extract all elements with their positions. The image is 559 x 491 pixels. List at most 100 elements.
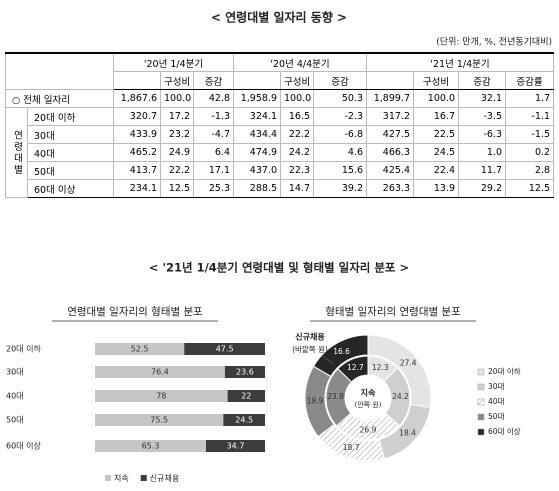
data-label: 16.6	[333, 347, 350, 356]
cell: 22.2	[160, 161, 194, 180]
cell: 263.3	[366, 179, 414, 198]
table-row: 40대 465.2 24.9 6.4 474.9 24.2 4.6 466.3 24.5 1.0 0…	[6, 143, 555, 162]
cell: 317.2	[366, 107, 414, 126]
cell: 1,867.6	[113, 89, 161, 108]
bar-segment	[184, 343, 265, 355]
ring-pointer	[321, 355, 335, 365]
data-label: 23.8	[327, 392, 344, 401]
data-label: 23.6	[236, 368, 254, 377]
donut-chart-title: 형태별 일자리의 연령대별 분포	[325, 305, 461, 318]
cell: 16.7	[413, 107, 459, 126]
data-label: 18.4	[399, 428, 416, 437]
cell: 466.3	[366, 143, 414, 162]
cell: 1.7	[504, 89, 555, 108]
value-header	[366, 71, 414, 90]
cell: 1.0	[458, 143, 506, 162]
row-label: 20대 이하	[27, 107, 114, 126]
subheader: 증감률	[504, 71, 555, 90]
category-label: 30대	[6, 368, 24, 377]
row-label: 40대	[27, 143, 114, 162]
bar-segment	[224, 366, 265, 378]
value-header	[113, 71, 161, 90]
data-label: 24.2	[392, 392, 409, 401]
cell: 29.2	[458, 179, 506, 198]
cell: 17.1	[193, 161, 234, 180]
subheader-row: 구성비 증감 구성비 증감 구성비 증감 증감률	[6, 71, 555, 90]
header-row: '20년 1/4분기 '20년 4/4분기 '21년 1/4분기	[5, 52, 555, 90]
subheader: 구성비	[280, 71, 314, 90]
table-row: 60대 이상 234.1 12.5 25.3 288.5 14.7 39.2 263.3 13.…	[6, 179, 555, 198]
donut-segment	[337, 355, 369, 383]
cell: 11.7	[458, 161, 506, 180]
bar-segment	[95, 366, 225, 378]
legend-swatch	[477, 413, 485, 421]
data-label: 47.5	[216, 345, 234, 354]
cell: 0.2	[504, 143, 555, 162]
data-label: 75.5	[150, 416, 168, 425]
cell: -6.3	[458, 125, 506, 144]
cell: 2.8	[504, 161, 555, 180]
group-header: '20년 1/4분기	[113, 52, 234, 72]
table-row: 30대 433.9 23.2 -4.7 434.4 22.2 -6.8 427.5 22.5 -6…	[6, 125, 555, 144]
data-label: 34.7	[227, 442, 245, 451]
cell: 320.7	[113, 107, 161, 126]
bar-chart-title: 연령대별 일자리의 형태별 분포	[67, 305, 203, 318]
cell: 22.5	[413, 125, 459, 144]
cell: 32.1	[458, 89, 506, 108]
cell: 425.4	[366, 161, 414, 180]
cell: 1,958.9	[233, 89, 281, 108]
data-label: 26.9	[360, 426, 377, 435]
cell: 100.0	[160, 89, 194, 108]
bar-segment	[223, 414, 265, 426]
category-label: 40대	[6, 392, 24, 401]
cell: 433.9	[113, 125, 161, 144]
group-header: '21년 1/4분기	[365, 52, 555, 72]
cell: 24.9	[160, 143, 194, 162]
legend-label: 20대 이하	[488, 366, 521, 376]
legend-label: 신규채용	[150, 473, 179, 483]
data-label: 24.5	[235, 416, 253, 425]
ring-name: 신규채용	[295, 332, 325, 342]
row-label: 50대	[27, 161, 114, 180]
legend-swatch	[477, 383, 485, 391]
data-label: 18.9	[307, 396, 324, 405]
data-label: 65.3	[142, 442, 160, 451]
section-title: < '21년 1/4분기 연령대별 및 형태별 일자리 분포 >	[149, 261, 409, 275]
table-row: 연령대별 20대 이하 320.7 17.2 -1.3 324.1 16.5 -2.3 317.…	[5, 107, 555, 198]
legend-label: 30대	[488, 382, 505, 391]
row-label: ○ 전체 일자리	[5, 89, 114, 108]
cell: 15.6	[313, 161, 367, 180]
cell: 42.8	[193, 89, 234, 108]
category-label: 20대 이하	[6, 344, 41, 354]
cell: 465.2	[113, 143, 161, 162]
data-table: '20년 1/4분기 '20년 4/4분기 '21년 1/4분기 구성비 증감 구성비 증감…	[5, 52, 555, 198]
ring-note: (안쪽 원)	[354, 400, 381, 409]
cell: -1.3	[193, 107, 234, 126]
page-title: < 연령대별 일자리 동향 >	[211, 10, 347, 25]
data-label: 12.3	[372, 363, 389, 372]
subheader: 증감	[458, 71, 506, 90]
legend-label: 지속	[114, 474, 129, 483]
cell: 1,899.7	[366, 89, 414, 108]
legend-swatch	[477, 368, 485, 376]
group-header: '20년 4/4분기	[233, 52, 367, 72]
cell: 100.0	[280, 89, 314, 108]
cell: 17.2	[160, 107, 194, 126]
table-row: ○ 전체 일자리 1,867.6 100.0 42.8 1,958.9 100.0 50.3…	[5, 89, 555, 108]
bar-segment	[206, 440, 265, 452]
cell: 100.0	[413, 89, 459, 108]
cell: 24.2	[280, 143, 314, 162]
legend-label: 50대	[488, 412, 505, 421]
cell: 474.9	[233, 143, 281, 162]
data-label: 78	[156, 392, 166, 401]
cell: 13.9	[413, 179, 459, 198]
row-label: 60대 이상	[27, 179, 114, 198]
cell: 22.4	[413, 161, 459, 180]
data-label: 76.4	[151, 368, 169, 377]
cell: 22.3	[280, 161, 314, 180]
bar-segment	[95, 414, 224, 426]
value-header	[233, 71, 281, 90]
cell: 14.7	[280, 179, 314, 198]
cell: -3.5	[458, 107, 506, 126]
bar-segment	[95, 390, 228, 402]
